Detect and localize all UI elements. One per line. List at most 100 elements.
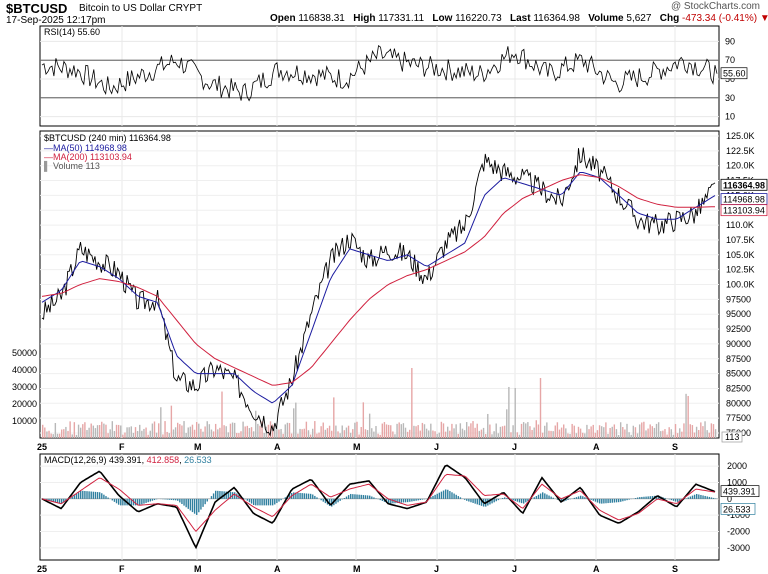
volume-bar bbox=[573, 425, 575, 438]
volume-bar bbox=[98, 425, 101, 438]
macd-histogram-bar bbox=[309, 493, 312, 499]
macd-histogram-bar bbox=[179, 498, 181, 503]
macd-histogram-bar bbox=[322, 498, 324, 502]
volume-bar bbox=[651, 426, 654, 438]
macd-histogram-bar bbox=[447, 489, 449, 499]
volume-bar bbox=[356, 421, 358, 438]
macd-histogram-bar bbox=[335, 498, 337, 504]
macd-histogram-bar bbox=[550, 496, 552, 499]
volume-bar bbox=[592, 424, 594, 438]
macd-histogram-bar bbox=[512, 498, 514, 501]
macd-histogram-bar bbox=[459, 497, 462, 499]
macd-histogram-bar bbox=[698, 494, 700, 499]
macd-histogram-bar bbox=[132, 498, 135, 506]
macd-histogram-bar bbox=[497, 498, 500, 501]
volume-bar bbox=[695, 426, 698, 438]
ma200-legend: MA(200) 113103.94 bbox=[53, 152, 132, 162]
macd-histogram-bar bbox=[265, 498, 268, 506]
price-y-tick: 120.0K bbox=[726, 161, 755, 171]
volume-bar bbox=[525, 423, 527, 438]
macd-y-tick: -1000 bbox=[727, 510, 750, 520]
volume-bar bbox=[459, 423, 462, 438]
volume-bar bbox=[333, 397, 335, 438]
macd-histogram-bar bbox=[419, 498, 422, 501]
x-tick-label: S bbox=[672, 442, 678, 452]
volume-bar bbox=[398, 422, 400, 438]
macd-histogram-bar bbox=[147, 498, 149, 503]
volume-bar bbox=[594, 432, 597, 438]
rsi-y-tick: 10 bbox=[725, 112, 735, 122]
volume-bar bbox=[622, 427, 624, 438]
volume-last-tag bbox=[721, 431, 743, 443]
volume-bar bbox=[487, 413, 489, 438]
macd-histogram-bar bbox=[501, 497, 504, 499]
volume-bar bbox=[210, 429, 213, 438]
volume-bar bbox=[206, 421, 208, 438]
macd-histogram-bar bbox=[136, 498, 139, 506]
volume-bar bbox=[347, 425, 350, 438]
macd-histogram-bar bbox=[379, 498, 381, 501]
price-y-tick: 85000 bbox=[726, 369, 751, 379]
macd-histogram-bar bbox=[79, 490, 82, 499]
volume-bar bbox=[531, 429, 533, 438]
volume-bar bbox=[411, 368, 413, 438]
volume-bar bbox=[421, 422, 424, 438]
x-tick-label: M bbox=[353, 442, 361, 452]
macd-histogram-bar bbox=[177, 498, 179, 501]
macd-histogram-bar bbox=[350, 493, 352, 499]
macd-histogram-bar bbox=[710, 497, 713, 499]
volume-bar bbox=[679, 428, 681, 438]
volume-bar bbox=[84, 422, 86, 438]
macd-histogram-bar bbox=[613, 498, 616, 503]
volume-bar bbox=[582, 432, 584, 438]
macd-histogram-bar bbox=[299, 492, 301, 499]
volume-bar bbox=[425, 428, 428, 438]
macd-histogram-bar bbox=[229, 491, 232, 499]
macd-histogram-bar bbox=[107, 497, 109, 499]
macd-histogram-bar bbox=[58, 498, 61, 504]
volume-bar bbox=[50, 433, 52, 438]
volume-bar bbox=[584, 433, 586, 438]
volume-bar bbox=[82, 424, 84, 438]
volume-bar bbox=[280, 428, 282, 438]
macd-histogram-bar bbox=[516, 498, 519, 502]
volume-bar bbox=[242, 421, 244, 438]
volume-bar bbox=[115, 424, 118, 438]
volume-bar bbox=[708, 432, 710, 438]
volume-bar bbox=[413, 425, 415, 438]
volume-bar bbox=[710, 423, 713, 438]
volume-bar bbox=[463, 430, 466, 438]
macd-histogram-bar bbox=[687, 497, 689, 499]
volume-bar bbox=[611, 426, 613, 438]
volume-bar bbox=[246, 425, 249, 438]
volume-bar bbox=[366, 430, 369, 438]
volume-bar bbox=[645, 430, 647, 438]
volume-bar bbox=[495, 423, 497, 438]
volume-bar bbox=[653, 427, 656, 438]
volume-bar bbox=[375, 426, 377, 438]
volume-bar bbox=[305, 421, 308, 438]
volume-bar bbox=[693, 432, 696, 438]
macd-histogram-bar bbox=[603, 498, 605, 504]
volume-bar bbox=[558, 429, 561, 438]
macd-histogram-bar bbox=[622, 498, 624, 502]
volume-bar bbox=[109, 429, 111, 438]
x-tick-label: S bbox=[672, 564, 678, 574]
volume-bar bbox=[248, 428, 251, 438]
macd-histogram-bar bbox=[124, 498, 126, 506]
macd-histogram-bar bbox=[193, 498, 196, 514]
macd-histogram-bar bbox=[542, 492, 544, 499]
volume-bar bbox=[136, 431, 139, 438]
macd-histogram-bar bbox=[596, 498, 599, 503]
macd-histogram-bar bbox=[649, 496, 651, 499]
macd-histogram-bar bbox=[398, 498, 400, 503]
x-tick-label: J bbox=[434, 564, 439, 574]
volume-bar bbox=[172, 429, 175, 438]
volume-bar bbox=[434, 431, 436, 438]
macd-histogram-bar bbox=[457, 496, 460, 499]
volume-bar bbox=[484, 434, 487, 438]
volume-bar bbox=[221, 391, 223, 438]
x-tick-label: M bbox=[353, 564, 361, 574]
macd-histogram-bar bbox=[706, 496, 708, 499]
